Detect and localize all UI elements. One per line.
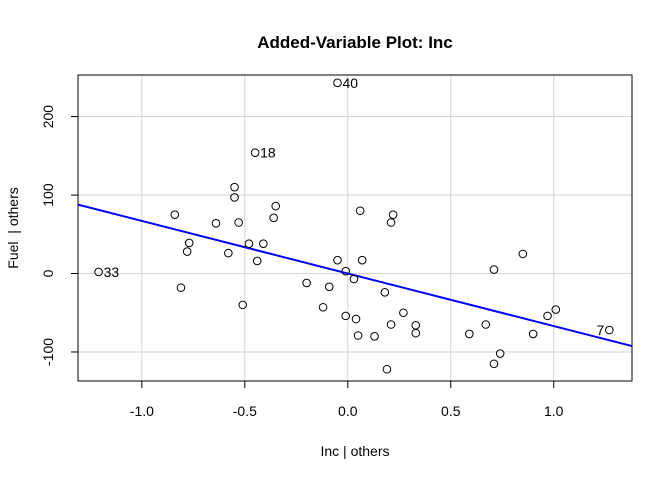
data-point [357,255,367,265]
y-tick-label: 200 [40,105,56,129]
y-tick-label: 0 [40,269,56,277]
data-point [518,249,528,259]
x-tick-label: 0.5 [441,403,461,419]
plot-box [77,74,633,382]
data-point [94,267,103,277]
data-point [399,308,408,318]
data-point [386,320,396,329]
data-point [353,331,363,340]
x-tick-label: -1.0 [130,403,154,419]
data-point [489,359,499,369]
data-point [259,239,268,248]
data-point [341,311,351,321]
x-tick-label: 0.0 [338,403,358,419]
chart-title: Added-Variable Plot: Inc [257,33,453,52]
data-point [211,218,221,228]
data-point [543,311,552,321]
point-label: 18 [260,145,276,161]
data-point [238,300,248,310]
data-point [230,193,239,202]
data-point [170,210,180,219]
data-point [244,239,254,248]
grid-lines [78,75,632,381]
data-point [230,182,239,192]
data-point [388,210,398,219]
data-point [302,278,311,288]
data-point [182,247,192,256]
y-axis-label: Fuel | others [5,187,21,268]
data-point [528,329,538,339]
point-label: 40 [342,75,358,91]
data-point [481,320,491,329]
point-label: 7 [597,322,605,338]
data-point [551,305,561,314]
data-point [465,329,474,339]
data-point [324,282,334,292]
data-point [355,206,365,216]
data-points [94,78,614,374]
data-point [380,288,390,297]
y-axis: -100 0 100 200 [40,105,79,366]
data-point [370,331,379,341]
data-point [382,364,392,374]
data-point [495,349,505,358]
x-axis: -1.0 -0.5 0.0 0.5 1.0 [130,380,564,419]
data-point [271,201,281,211]
data-point [184,238,194,248]
data-point [341,266,351,276]
data-point [318,302,328,312]
data-point [176,283,186,292]
data-point [252,256,262,266]
x-axis-label: Inc | others [320,443,389,459]
data-point [349,274,359,284]
x-tick-label: -0.5 [233,403,257,419]
data-point [333,255,342,265]
data-point [411,320,421,330]
data-point [234,218,243,227]
data-point [386,218,396,227]
data-point [250,148,260,157]
data-point [605,325,614,335]
data-point [224,248,233,258]
data-point [351,314,361,324]
data-point [333,78,342,88]
y-tick-label: 100 [40,183,56,207]
data-point [269,213,278,223]
x-tick-label: 1.0 [544,403,564,419]
point-label: 33 [104,264,120,280]
data-point [411,328,421,338]
point-labels: 40 18 33 7 [104,75,605,338]
data-point [489,265,499,274]
y-tick-label: -100 [40,338,56,366]
